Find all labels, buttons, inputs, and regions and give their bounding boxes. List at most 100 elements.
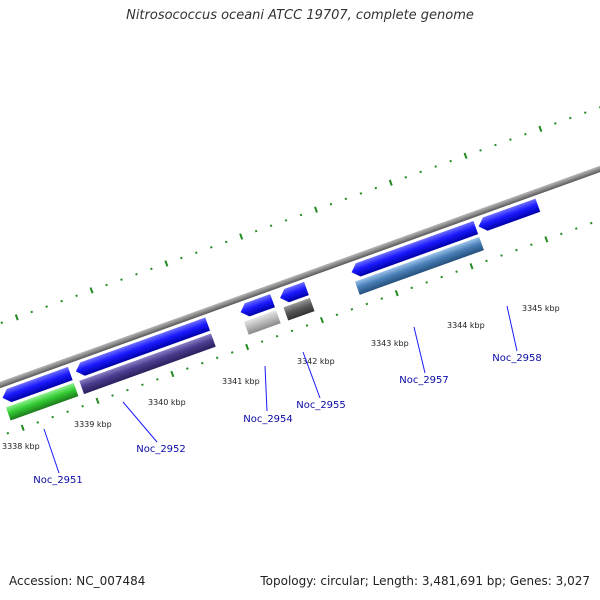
major-tick <box>314 206 318 213</box>
product-bar-noc-2951[interactable] <box>5 382 79 421</box>
minor-tick <box>344 197 348 201</box>
minor-tick <box>215 356 219 360</box>
minor-tick <box>156 378 159 381</box>
genome-backbone <box>0 151 600 395</box>
scale-label: 3339 kbp <box>74 420 112 429</box>
gene-arrow-noc-2955[interactable] <box>278 281 309 305</box>
major-tick <box>170 370 175 378</box>
major-tick <box>245 343 250 351</box>
minor-tick <box>440 275 443 279</box>
product-bar-noc-2957[interactable] <box>354 236 484 295</box>
minor-tick <box>299 213 303 217</box>
leader-line-noc-2957 <box>413 326 426 374</box>
minor-tick <box>485 259 488 263</box>
gene-arrow-noc-2954[interactable] <box>238 294 275 319</box>
product-bar-noc-2954[interactable] <box>243 310 281 335</box>
scale-label: 3343 kbp <box>371 339 409 348</box>
minor-tick <box>494 143 497 147</box>
gene-label-noc-2951[interactable]: Noc_2951 <box>33 475 83 486</box>
outer-tick-track <box>0 105 600 324</box>
minor-tick <box>135 272 138 276</box>
minor-tick <box>81 405 84 408</box>
minor-tick <box>554 122 557 125</box>
minor-tick <box>269 224 273 228</box>
minor-tick <box>260 340 264 343</box>
minor-tick <box>380 297 384 300</box>
minor-tick <box>150 267 153 271</box>
leader-line-noc-2958 <box>506 305 518 352</box>
minor-tick <box>365 302 369 306</box>
minor-tick <box>60 299 63 303</box>
leader-line-noc-2952 <box>122 401 158 443</box>
major-tick <box>394 290 399 297</box>
minor-tick <box>583 111 587 114</box>
map-title: Nitrosococcus oceani ATCC 19707, complet… <box>126 8 474 23</box>
scale-label: 3341 kbp <box>222 377 260 386</box>
major-tick <box>20 424 25 431</box>
gene-arrow-noc-2958[interactable] <box>476 198 541 234</box>
major-tick <box>319 316 324 324</box>
leader-line-noc-2955 <box>302 351 321 399</box>
minor-tick <box>0 321 4 324</box>
minor-tick <box>66 410 69 413</box>
major-tick <box>538 125 543 132</box>
major-tick <box>164 260 169 267</box>
major-tick <box>14 314 19 321</box>
minor-tick <box>195 251 198 254</box>
major-tick <box>544 236 549 243</box>
gene-arrow-noc-2951[interactable] <box>0 366 73 405</box>
gene-label-noc-2955[interactable]: Noc_2955 <box>296 400 346 411</box>
minor-tick <box>290 329 294 333</box>
inner-tick-track <box>6 221 593 435</box>
minor-tick <box>500 254 503 257</box>
minor-tick <box>224 240 228 244</box>
minor-tick <box>350 308 354 311</box>
major-tick <box>239 233 244 240</box>
minor-tick <box>36 421 39 424</box>
product-bar-noc-2955[interactable] <box>283 297 315 321</box>
minor-tick <box>335 313 339 317</box>
minor-tick <box>75 294 78 298</box>
minor-tick <box>425 281 428 284</box>
minor-tick <box>515 248 518 252</box>
leader-line-noc-2951 <box>43 428 60 474</box>
minor-tick <box>449 159 452 163</box>
scale-label: 3345 kbp <box>522 304 560 313</box>
minor-tick <box>404 176 408 179</box>
major-tick <box>388 179 393 186</box>
minor-tick <box>230 351 234 354</box>
minor-tick <box>45 305 48 308</box>
minor-tick <box>305 324 309 327</box>
minor-tick <box>530 243 533 246</box>
scale-label: 3340 kbp <box>148 398 186 407</box>
minor-tick <box>126 388 129 392</box>
minor-tick <box>105 283 108 287</box>
gene-label-noc-2952[interactable]: Noc_2952 <box>136 444 186 455</box>
minor-tick <box>560 232 563 236</box>
minor-tick <box>455 270 458 273</box>
minor-tick <box>209 246 213 249</box>
minor-tick <box>141 383 144 387</box>
minor-tick <box>186 367 189 370</box>
scale-label: 3344 kbp <box>447 321 485 330</box>
gene-label-noc-2954[interactable]: Noc_2954 <box>243 414 293 425</box>
minor-tick <box>524 132 527 136</box>
minor-tick <box>111 394 114 397</box>
major-tick <box>95 397 100 405</box>
minor-tick <box>434 165 437 168</box>
minor-tick <box>509 138 512 141</box>
scale-label: 3342 kbp <box>297 357 335 366</box>
product-bar-noc-2952[interactable] <box>79 333 216 395</box>
gene-arrow-noc-2957[interactable] <box>349 220 479 279</box>
gene-label-noc-2957[interactable]: Noc_2957 <box>399 375 449 386</box>
leader-line-noc-2954 <box>264 365 268 412</box>
minor-tick <box>30 310 34 314</box>
minor-tick <box>479 149 482 152</box>
minor-tick <box>359 192 363 195</box>
major-tick <box>463 152 468 159</box>
minor-tick <box>410 286 413 290</box>
gene-label-noc-2958[interactable]: Noc_2958 <box>492 353 542 364</box>
minor-tick <box>180 256 183 260</box>
minor-tick <box>574 227 578 230</box>
gene-arrow-noc-2952[interactable] <box>74 317 211 378</box>
